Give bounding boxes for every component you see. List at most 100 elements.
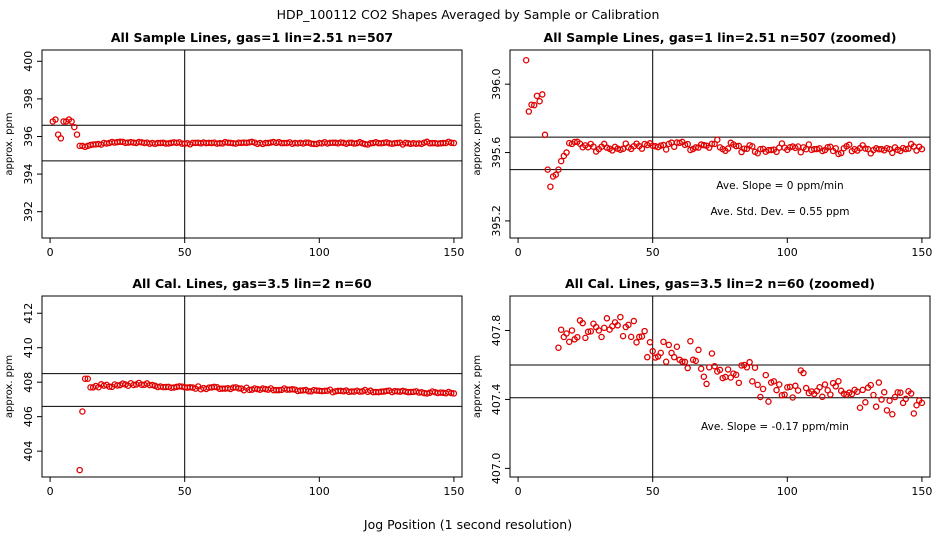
data-point [528, 101, 535, 108]
y-tick-label: 392 [22, 201, 35, 222]
data-point [662, 358, 670, 365]
data-point [539, 91, 546, 98]
data-point [679, 358, 686, 365]
data-point [630, 317, 638, 325]
data-point [684, 140, 691, 148]
data-point [73, 131, 81, 138]
data-point [391, 387, 398, 395]
data-point [875, 379, 883, 386]
data-point [757, 393, 764, 401]
data-point [68, 118, 75, 125]
x-tick-label: 0 [47, 246, 54, 259]
data-point [646, 140, 654, 147]
data-point [724, 145, 732, 152]
data-point [536, 97, 543, 105]
data-point [84, 375, 92, 382]
data-point [638, 145, 646, 152]
data-point [880, 388, 888, 396]
data-point [800, 369, 807, 377]
x-tick-label: 50 [178, 246, 192, 259]
plot-frame [41, 295, 463, 478]
data-point [778, 391, 786, 399]
data-point [765, 398, 772, 405]
data-point [81, 375, 89, 382]
data-point [695, 346, 702, 354]
data-point [76, 466, 83, 474]
panel-2: All Sample Lines, gas=1 lin=2.51 n=507 (… [472, 30, 932, 259]
data-point [705, 364, 713, 371]
data-point [714, 136, 721, 144]
y-tick-label: 395.2 [490, 205, 503, 237]
plot-frame [41, 49, 463, 239]
data-point [837, 149, 845, 157]
data-point [614, 322, 621, 329]
data-point [60, 118, 67, 125]
data-point [724, 366, 732, 373]
data-point [592, 148, 600, 155]
data-point [692, 144, 700, 151]
panel-title: All Cal. Lines, gas=3.5 lin=2 n=60 [132, 276, 372, 291]
data-point [108, 138, 116, 146]
data-point [603, 315, 611, 322]
data-point [79, 408, 86, 415]
data-point [447, 139, 455, 147]
panel-1: All Sample Lines, gas=1 lin=2.51 n=507 0 5… [4, 30, 464, 259]
data-point [641, 327, 648, 335]
data-point [533, 92, 541, 100]
data-point [754, 381, 761, 389]
data-point [662, 146, 670, 153]
data-point [813, 145, 821, 153]
data-point [794, 387, 802, 394]
figure-x-axis-label: Jog Position (1 second resolution) [363, 517, 572, 532]
y-tick-label: 398 [22, 88, 35, 109]
data-point [619, 332, 627, 340]
data-point [827, 391, 834, 398]
data-point [862, 399, 869, 406]
data-point [697, 141, 705, 148]
x-tick-label: 50 [646, 485, 660, 498]
y-axis-label: approx. ppm [472, 112, 483, 175]
data-point [176, 383, 183, 390]
y-tick-label: 404 [22, 441, 35, 462]
data-point [310, 140, 318, 148]
data-point [878, 396, 885, 403]
data-point [907, 390, 915, 397]
data-point [681, 141, 689, 149]
data-point [915, 397, 923, 404]
data-point [579, 319, 586, 327]
data-point [587, 328, 595, 335]
data-point [106, 383, 113, 390]
data-point [891, 393, 899, 401]
data-point [563, 149, 570, 156]
data-point [819, 393, 826, 401]
data-point [886, 397, 893, 404]
data-point [905, 145, 912, 152]
data-point [563, 330, 570, 337]
data-point [665, 341, 673, 349]
data-point [872, 403, 880, 410]
y-tick-label: 407.0 [490, 453, 503, 485]
y-tick-label: 408 [22, 372, 35, 393]
y-tick-label: 407.8 [490, 315, 503, 347]
data-point [802, 384, 810, 392]
data-point [792, 382, 799, 390]
x-tick-label: 150 [443, 485, 464, 498]
x-tick-label: 150 [911, 246, 932, 259]
data-point [571, 138, 578, 146]
data-point [697, 365, 705, 373]
data-point [684, 364, 691, 372]
data-point [598, 333, 605, 341]
x-tick-label: 0 [47, 485, 54, 498]
data-point [773, 386, 780, 394]
data-point [657, 142, 665, 149]
data-point [114, 382, 121, 389]
data-point [657, 349, 665, 357]
panel-title: All Sample Lines, gas=1 lin=2.51 n=507 [111, 30, 393, 45]
data-point [625, 321, 632, 329]
data-point [727, 374, 735, 381]
data-point [821, 381, 829, 388]
data-point [202, 139, 210, 147]
annotation: Ave. Std. Dev. = 0.55 ppm [710, 206, 849, 218]
y-axis-label: approx. ppm [472, 355, 483, 418]
